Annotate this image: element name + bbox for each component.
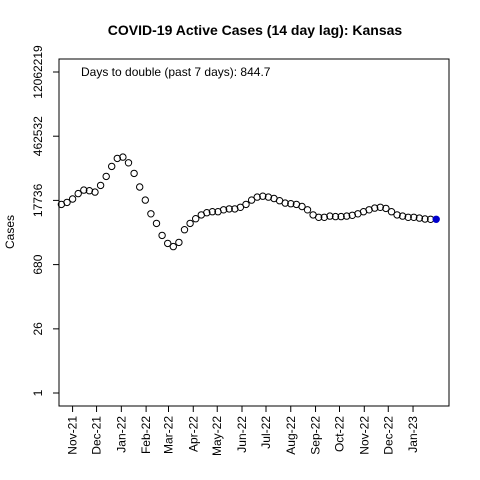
data-point bbox=[68, 195, 77, 203]
x-tick-label: Jan-22 bbox=[114, 416, 128, 453]
data-point bbox=[91, 188, 99, 196]
latest-data-point bbox=[432, 215, 440, 224]
y-tick-label: 26 bbox=[31, 322, 45, 336]
x-tick-label: Nov-22 bbox=[357, 416, 371, 455]
data-point bbox=[303, 206, 312, 214]
data-point bbox=[158, 231, 166, 240]
x-tick-label: Jun-22 bbox=[235, 416, 249, 453]
data-point bbox=[175, 238, 183, 247]
x-tick-label: Jan-23 bbox=[406, 416, 420, 453]
data-point bbox=[119, 153, 127, 161]
data-point bbox=[203, 209, 211, 217]
data-point bbox=[259, 192, 267, 200]
data-point bbox=[164, 239, 172, 248]
data-point bbox=[315, 213, 323, 222]
data-point bbox=[247, 196, 256, 204]
x-tick-label: Oct-22 bbox=[333, 416, 347, 452]
data-point bbox=[343, 212, 351, 220]
data-point bbox=[96, 181, 105, 190]
x-tick-label: Nov-21 bbox=[66, 416, 80, 455]
data-point bbox=[219, 206, 228, 214]
data-point bbox=[404, 213, 412, 222]
data-point bbox=[147, 210, 155, 218]
x-tick-label: Dec-22 bbox=[381, 416, 395, 455]
data-point bbox=[74, 189, 82, 198]
data-point bbox=[136, 183, 144, 191]
data-point bbox=[152, 219, 161, 228]
data-point bbox=[410, 213, 418, 222]
x-tick-label: Feb-22 bbox=[139, 416, 153, 454]
chart-title: COVID-19 Active Cases (14 day lag): Kans… bbox=[108, 22, 403, 38]
x-tick-label: Sep-22 bbox=[309, 416, 323, 455]
y-axis: 1 26 680 17736 462532 12062219 bbox=[31, 45, 59, 396]
x-tick-label: Mar-22 bbox=[161, 416, 175, 454]
data-point bbox=[326, 212, 334, 220]
y-tick-label: 12062219 bbox=[31, 45, 45, 99]
data-point bbox=[421, 215, 429, 223]
doubling-annotation: Days to double (past 7 days): 844.7 bbox=[81, 65, 271, 79]
data-point bbox=[85, 187, 94, 195]
data-point bbox=[253, 193, 261, 201]
data-point bbox=[264, 193, 273, 201]
data-point bbox=[180, 226, 189, 234]
y-tick-label: 1 bbox=[31, 389, 45, 396]
data-point bbox=[387, 208, 396, 216]
data-point bbox=[113, 154, 122, 163]
data-point bbox=[320, 213, 328, 222]
data-point bbox=[169, 242, 178, 251]
data-point bbox=[192, 215, 200, 223]
data-point bbox=[281, 199, 289, 207]
y-tick-label: 17736 bbox=[31, 183, 45, 217]
data-point bbox=[63, 198, 71, 207]
y-tick-label: 462532 bbox=[31, 116, 45, 156]
data-point bbox=[371, 204, 379, 212]
data-point bbox=[398, 212, 407, 220]
x-tick-label: Dec-21 bbox=[90, 416, 104, 455]
data-point bbox=[130, 169, 138, 178]
data-point bbox=[337, 212, 345, 221]
data-point bbox=[80, 186, 88, 194]
data-point bbox=[236, 203, 245, 212]
y-tick-label: 680 bbox=[31, 254, 45, 274]
data-point bbox=[376, 203, 384, 212]
x-tick-label: Aug-22 bbox=[284, 416, 298, 455]
plot-frame bbox=[58, 58, 450, 407]
data-point bbox=[208, 208, 217, 216]
x-tick-label: Jul-22 bbox=[259, 416, 273, 449]
data-point bbox=[186, 219, 194, 228]
x-tick-label: May-22 bbox=[210, 416, 224, 456]
data-point bbox=[331, 212, 340, 221]
data-point bbox=[242, 200, 250, 209]
data-point bbox=[382, 204, 390, 213]
y-axis-label: Cases bbox=[3, 215, 17, 249]
x-axis: Nov-21 Dec-21 Jan-22 Feb-22 Mar-22 Apr-22 May-… bbox=[66, 406, 420, 456]
data-point bbox=[415, 214, 424, 222]
data-point bbox=[141, 196, 150, 204]
data-point bbox=[108, 162, 116, 171]
data-point bbox=[124, 159, 133, 167]
x-tick-label: Apr-22 bbox=[186, 416, 200, 452]
data-points bbox=[57, 153, 440, 251]
data-point bbox=[287, 200, 295, 208]
data-point bbox=[298, 202, 306, 211]
data-point bbox=[225, 205, 233, 213]
data-point bbox=[102, 172, 110, 181]
data-point bbox=[393, 211, 401, 219]
